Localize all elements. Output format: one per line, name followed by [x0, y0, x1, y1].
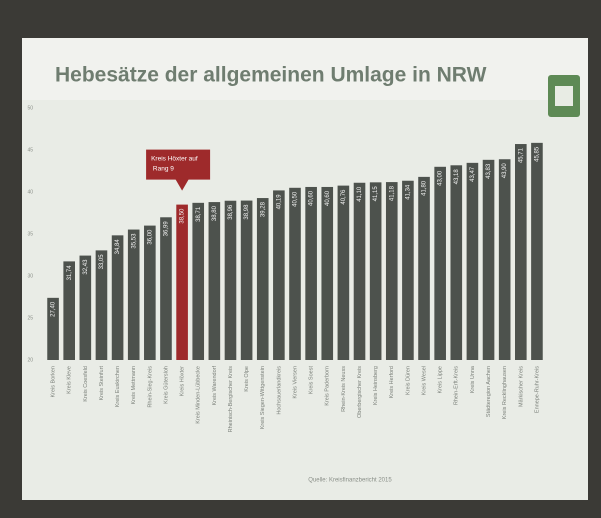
value-label: 36,99: [164, 221, 170, 237]
x-tick-label: Kreis Kleve: [67, 366, 73, 394]
y-tick-label: 35: [27, 231, 33, 237]
x-tick-label: Kreis Soest: [309, 366, 315, 395]
x-tick-label: Kreis Viersen: [292, 366, 298, 399]
page: {"chart_data": { "type": "bar", "title":…: [0, 0, 601, 518]
value-label: 41,18: [389, 185, 395, 201]
y-tick-label: 20: [27, 357, 33, 363]
chart: Hebesätze der allgemeinen Umlage in NRW …: [0, 0, 601, 518]
value-label: 40,60: [325, 190, 331, 206]
value-label: 40,60: [309, 190, 315, 206]
value-label: 38,80: [212, 205, 218, 221]
y-tick-label: 50: [27, 105, 33, 111]
value-label: 32,43: [83, 259, 89, 275]
bar: [225, 201, 237, 360]
value-label: 45,85: [535, 146, 541, 162]
chart-title: Hebesätze der allgemeinen Umlage in NRW: [55, 64, 487, 87]
bar: [467, 163, 479, 360]
x-tick-label: Kreis Coesfeld: [83, 366, 89, 402]
bar: [338, 186, 350, 360]
bar: [450, 165, 462, 360]
x-tick-label: Kreis Höxter: [180, 366, 186, 396]
x-tick-label: Kreis Recklinghausen: [502, 366, 508, 419]
source: Quelle: Kreisfinanzbericht 2015: [308, 478, 392, 484]
x-tick-label: Kreis Olpe: [244, 366, 250, 392]
bar: [144, 226, 156, 360]
value-label: 38,71: [196, 206, 202, 222]
value-label: 41,15: [373, 186, 379, 202]
value-label: 43,83: [486, 163, 492, 179]
bar: [483, 160, 495, 360]
bar: [515, 144, 527, 360]
bar: [257, 198, 269, 360]
bar: [289, 188, 301, 360]
bar: [434, 167, 446, 360]
value-label: 41,10: [357, 186, 363, 202]
value-label: 39,28: [260, 201, 266, 217]
value-label: 43,47: [470, 166, 476, 182]
value-label: 41,80: [422, 180, 428, 196]
x-tick-label: Kreis Gütersloh: [163, 366, 169, 404]
x-tick-label: Städteregion Aachen: [486, 366, 492, 417]
value-label: 33,05: [99, 254, 105, 270]
x-tick-label: Ennepe-Ruhr-Kreis: [534, 366, 540, 413]
bar: [241, 201, 253, 360]
bar: [531, 143, 543, 360]
x-tick-label: Kreis Warendorf: [212, 366, 218, 406]
x-tick-label: Kreis Borken: [51, 366, 57, 398]
x-tick-label: Kreis Minden-Lübbecke: [196, 366, 202, 424]
x-tick-label: Hochsauerlandkreis: [276, 366, 282, 415]
bar: [273, 190, 285, 360]
x-tick-label: Rhein-Erft-Kreis: [454, 366, 460, 405]
x-tick-label: Rhein-Kreis Neuss: [341, 366, 347, 412]
y-tick-label: 45: [27, 147, 33, 153]
value-label: 38,50: [180, 208, 186, 224]
bar: [499, 159, 511, 360]
x-tick-label: Märkischer Kreis: [518, 366, 524, 407]
x-tick-label: Rheinisch-Bergischer Kreis: [228, 366, 234, 433]
value-label: 40,19: [276, 194, 282, 210]
bar: [418, 177, 430, 360]
value-label: 43,00: [438, 170, 444, 186]
bar: [370, 182, 382, 360]
x-tick-label: Kreis Düren: [405, 366, 411, 395]
bar: [160, 217, 172, 360]
y-tick-label: 40: [27, 189, 33, 195]
bar: [354, 183, 366, 360]
y-tick-label: 30: [27, 273, 33, 279]
value-label: 40,50: [293, 191, 299, 207]
bar: [321, 187, 333, 360]
bar: [386, 182, 398, 360]
bar: [305, 187, 317, 360]
x-tick-label: Kreis Siegen-Wittgenstein: [260, 366, 266, 429]
y-tick-label: 25: [27, 315, 33, 321]
x-tick-label: Kreis Heinsberg: [373, 366, 379, 405]
value-label: 43,18: [454, 169, 460, 185]
x-tick-label: Kreis Paderborn: [325, 366, 331, 406]
logo-icon: [555, 86, 573, 106]
x-tick-label: Kreis Lippe: [438, 366, 444, 394]
value-label: 40,76: [341, 189, 347, 205]
bar: [402, 181, 414, 360]
bar: [176, 205, 188, 360]
bar: [209, 202, 221, 360]
value-label: 43,90: [502, 163, 508, 179]
value-label: 27,40: [51, 301, 57, 317]
value-label: 36,00: [147, 229, 153, 245]
x-tick-label: Kreis Euskirchen: [115, 366, 121, 407]
value-label: 38,96: [228, 204, 234, 220]
value-label: 41,34: [405, 184, 411, 200]
value-label: 34,84: [115, 239, 121, 255]
x-tick-label: Kreis Wesel: [421, 366, 427, 395]
x-tick-label: Rhein-Sieg-Kreis: [147, 366, 153, 408]
value-label: 31,74: [67, 265, 73, 281]
x-tick-label: Kreis Mettmann: [131, 366, 137, 405]
value-label: 38,98: [244, 204, 250, 220]
x-tick-label: Oberbergischer Kreis: [357, 366, 363, 418]
x-tick-label: Kreis Steinfurt: [99, 366, 105, 401]
value-label: 45,71: [518, 147, 524, 163]
x-tick-label: Kreis Unna: [470, 365, 476, 393]
bar: [192, 203, 204, 360]
x-tick-label: Kreis Herford: [389, 366, 395, 398]
value-label: 35,53: [131, 233, 137, 249]
